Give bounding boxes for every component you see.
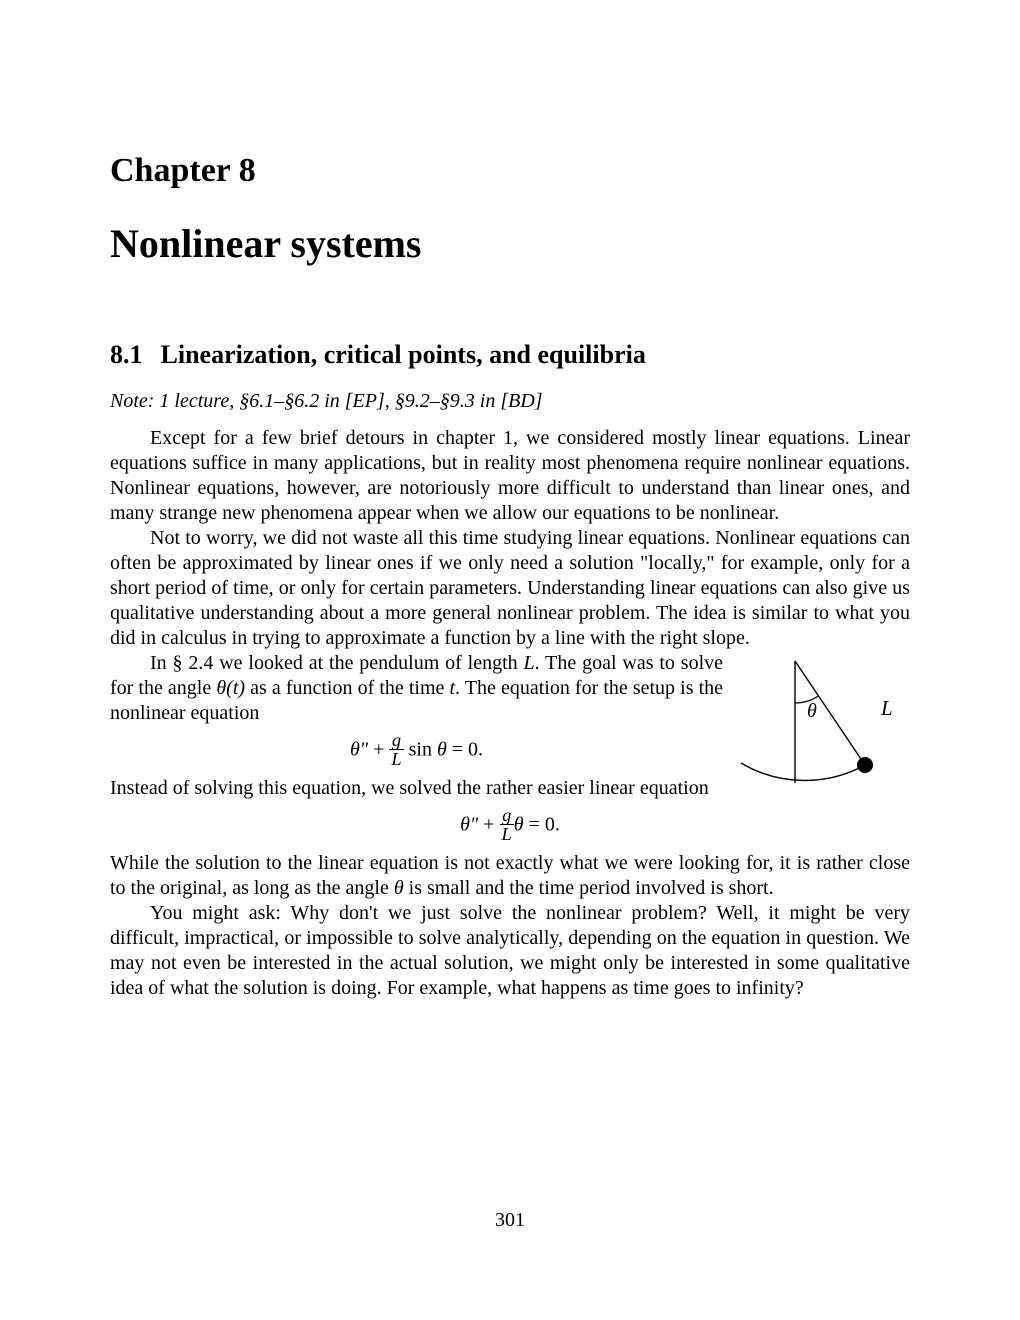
math-theta-inline: θ <box>394 877 404 899</box>
eq2-fraction: gL <box>500 806 514 844</box>
paragraph-4: Instead of solving this equation, we sol… <box>110 776 723 801</box>
paragraph-6: You might ask: Why don't we just solve t… <box>110 901 910 1001</box>
p3-span-a: In § 2.4 we looked at the pendulum of le… <box>150 652 524 674</box>
equation-linear: θ″ + gLθ = 0. <box>110 807 910 845</box>
eq2-plus: + <box>478 813 499 835</box>
eq1-eq-zero: = 0. <box>447 739 483 761</box>
equation-nonlinear: θ″ + gL sin θ = 0. <box>110 732 723 770</box>
math-theta-t: θ(t) <box>216 677 245 699</box>
eq2-eq-zero: = 0. <box>524 813 560 835</box>
eq2-frac-den: L <box>500 825 514 843</box>
lecture-note: Note: 1 lecture, §6.1–§6.2 in [EP], §9.2… <box>110 389 910 414</box>
section-title: 8.1 Linearization, critical points, and e… <box>110 339 910 372</box>
paragraph-3: In § 2.4 we looked at the pendulum of le… <box>110 651 723 726</box>
eq1-frac-den: L <box>389 750 403 768</box>
paragraph-2: Not to worry, we did not waste all this … <box>110 526 910 651</box>
pendulum-swing-arc <box>741 763 865 780</box>
section-heading-text: Linearization, critical points, and equi… <box>161 340 646 369</box>
p5-tail: is small and the time period involved is… <box>404 877 774 899</box>
eq1-sin: sin <box>404 739 437 761</box>
chapter-label: Chapter 8 <box>110 150 910 193</box>
pendulum-rod <box>795 661 865 765</box>
pendulum-label-theta: θ <box>807 700 817 722</box>
eq2-theta-dprime: θ″ <box>460 813 478 835</box>
paragraph-5: While the solution to the linear equatio… <box>110 851 910 901</box>
chapter-title: Nonlinear systems <box>110 219 910 269</box>
pendulum-label-L: L <box>880 696 893 720</box>
eq1-fraction: gL <box>389 731 403 769</box>
eq1-plus: + <box>368 739 389 761</box>
p3-span-c: as a function of the time <box>245 677 449 699</box>
math-L: L <box>524 652 535 674</box>
page-number: 301 <box>0 1209 1020 1232</box>
pendulum-diagram: L θ <box>735 655 910 795</box>
paragraph-1: Except for a few brief detours in chapte… <box>110 426 910 526</box>
section-number: 8.1 <box>110 339 143 372</box>
eq2-theta: θ <box>514 813 524 835</box>
eq2-frac-num: g <box>500 806 514 825</box>
eq1-frac-num: g <box>389 731 403 750</box>
eq1-theta-dprime: θ″ <box>350 739 368 761</box>
eq1-theta: θ <box>437 739 447 761</box>
